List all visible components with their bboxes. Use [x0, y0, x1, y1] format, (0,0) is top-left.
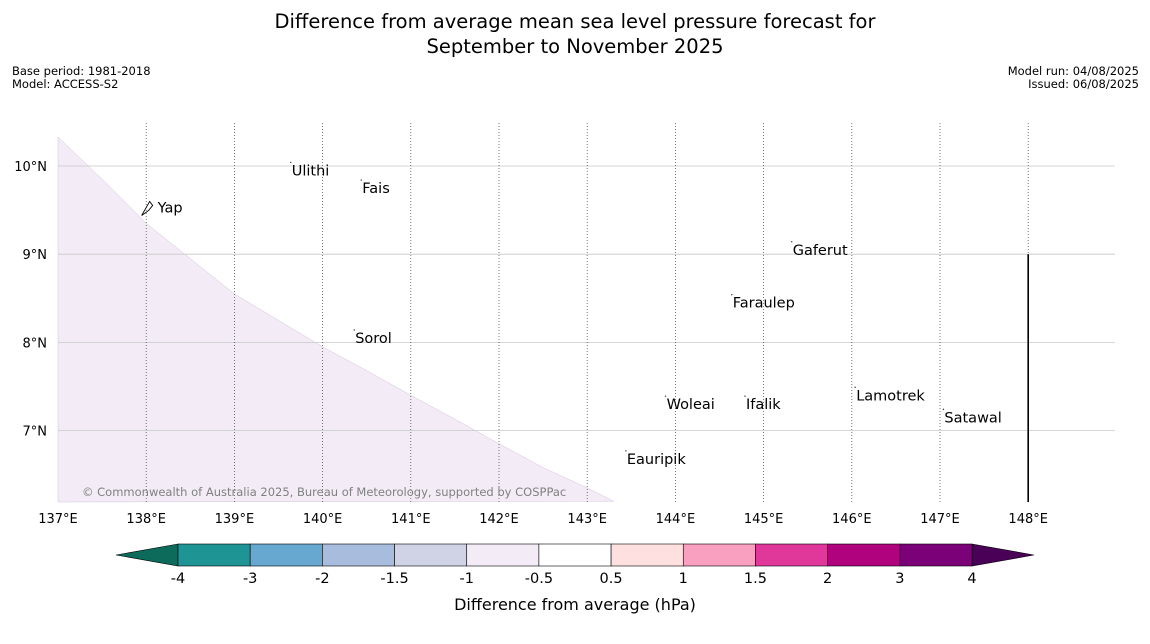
- map-title-line1: Difference from average mean sea level p…: [274, 10, 876, 33]
- colorbar-tick-label: 4: [967, 571, 976, 587]
- longitude-tick-label: 144°E: [656, 512, 696, 527]
- place-label-yap: Yap: [157, 200, 183, 216]
- copyright-text: © Commonwealth of Australia 2025, Bureau…: [82, 485, 566, 499]
- colorbar-segment: [466, 543, 540, 567]
- meta-right: Model run: 04/08/2025 Issued: 06/08/2025: [1008, 65, 1139, 91]
- island-marker: [664, 395, 667, 397]
- colorbar-segment: [394, 543, 468, 567]
- colorbar-tick-label: 3: [895, 571, 904, 587]
- longitude-tick-label: 138°E: [126, 512, 166, 527]
- map-title-line2: September to November 2025: [426, 35, 724, 58]
- axis-tick-labels: 137°E 138°E 139°E 140°E 141°E 142°E 143°E 144°E…: [14, 160, 1048, 527]
- graticule-group: [58, 123, 1115, 502]
- colorbar-segment: [538, 543, 612, 567]
- colorbar-tick-label: -1.5: [380, 571, 408, 587]
- latitude-tick-label: 8°N: [23, 336, 48, 351]
- place-label-ulithi: Ulithi: [292, 163, 330, 179]
- colorbar-segment: [827, 543, 901, 567]
- place-label-sorol: Sorol: [355, 331, 392, 347]
- island-marker: [731, 294, 733, 296]
- colorbar-tick-label: 1: [679, 571, 688, 587]
- colorbar-tick-label: -0.5: [525, 571, 553, 587]
- longitude-tick-label: 143°E: [567, 512, 607, 527]
- longitude-tick-label: 137°E: [38, 512, 78, 527]
- place-labels: Yap Ulithi Fais Gaferut Faraulep Sorol Woleai I…: [141, 161, 1002, 468]
- longitude-tick-label: 147°E: [920, 512, 960, 527]
- colorbar-tick-label: 1.5: [744, 571, 767, 587]
- place-label-ifalik: Ifalik: [746, 397, 781, 413]
- island-marker: [791, 241, 793, 243]
- longitude-tick-label: 142°E: [479, 512, 519, 527]
- meta-left: Base period: 1981-2018 Model: ACCESS-S2: [12, 65, 151, 91]
- anomaly-region-group: [57, 136, 614, 503]
- colorbar-tick-label: 0.5: [600, 571, 623, 587]
- longitude-tick-label: 139°E: [215, 512, 255, 527]
- colorbar-tick-label: -2: [315, 571, 329, 587]
- place-label-fais: Fais: [362, 181, 389, 197]
- anomaly-region: [57, 136, 614, 503]
- place-label-lamotrek: Lamotrek: [856, 388, 925, 404]
- island-marker: [744, 395, 746, 397]
- place-label-gaferut: Gaferut: [793, 243, 848, 259]
- longitude-tick-label: 145°E: [744, 512, 784, 527]
- longitude-tick-label: 141°E: [391, 512, 431, 527]
- place-label-faraulep: Faraulep: [733, 296, 795, 312]
- issued-text: Issued: 06/08/2025: [1028, 77, 1139, 91]
- longitude-tick-label: 148°E: [1008, 512, 1048, 527]
- colorbar-segment: [177, 543, 251, 567]
- base-period-text: Base period: 1981-2018: [12, 64, 151, 78]
- colorbar-over-arrow: [971, 543, 1035, 567]
- colorbar-label: Difference from average (hPa): [454, 595, 696, 614]
- colorbar-tick-label: 2: [823, 571, 832, 587]
- island-marker: [854, 386, 856, 389]
- model-run-text: Model run: 04/08/2025: [1007, 64, 1139, 78]
- colorbar-tick-label: -4: [171, 571, 185, 587]
- island-marker: [360, 179, 362, 181]
- yap-island-shape: [141, 200, 154, 216]
- colorbar-segment: [682, 543, 756, 567]
- model-text: Model: ACCESS-S2: [12, 77, 119, 91]
- colorbar-tick-label: -3: [243, 571, 257, 587]
- island-marker: [625, 450, 627, 452]
- island-marker: [942, 408, 945, 411]
- colorbar-segment: [610, 543, 684, 567]
- longitude-tick-label: 146°E: [832, 512, 872, 527]
- place-label-satawal: Satawal: [944, 410, 1001, 426]
- colorbar-segment: [322, 543, 395, 567]
- latitude-tick-label: 9°N: [23, 248, 48, 263]
- latitude-tick-label: 10°N: [14, 160, 47, 175]
- colorbar-tick-label: -1: [459, 571, 473, 587]
- colorbar-segment: [899, 543, 973, 567]
- longitude-tick-label: 140°E: [303, 512, 343, 527]
- colorbar-segment: [249, 543, 323, 567]
- map-title: Difference from average mean sea level p…: [0, 9, 1150, 59]
- island-marker: [353, 329, 355, 331]
- island-marker: [290, 161, 292, 164]
- colorbar-segment: [755, 543, 828, 567]
- colorbar: -4 -3 -2 -1.5 -1 -0.5 0.5 1 1.5 2 3 4: [115, 543, 1035, 587]
- place-label-eauripik: Eauripik: [627, 452, 686, 468]
- place-label-woleai: Woleai: [667, 397, 715, 413]
- colorbar-under-arrow: [115, 543, 179, 567]
- latitude-tick-label: 7°N: [23, 425, 48, 440]
